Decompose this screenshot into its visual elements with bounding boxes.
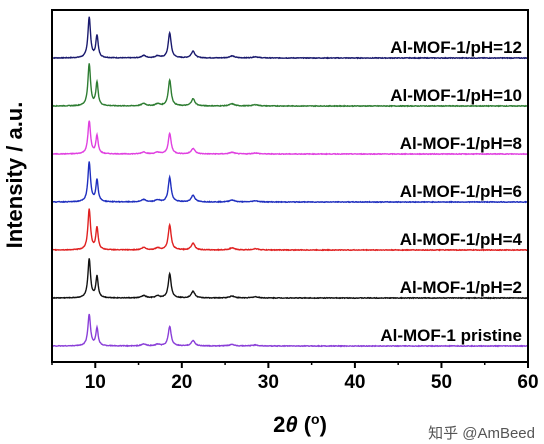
series-line — [51, 120, 529, 156]
x-tick-label: 40 — [344, 372, 365, 393]
y-axis-label: Intensity / a.u. — [2, 102, 27, 249]
series-label: Al-MOF-1/pH=8 — [400, 134, 522, 153]
series-label: Al-MOF-1/pH=4 — [400, 230, 523, 249]
x-axis-label-unit-close: ) — [320, 412, 327, 437]
x-tick-label: 20 — [171, 372, 192, 393]
series-line — [51, 208, 529, 252]
plot-frame — [51, 9, 529, 363]
series-layer — [51, 16, 529, 348]
x-tick-label: 30 — [258, 372, 279, 393]
series-line — [51, 161, 529, 204]
x-axis-label-unit: ( — [298, 412, 312, 437]
x-axis-label-var: θ — [285, 412, 297, 437]
x-axis-label-main: 2 — [273, 412, 285, 437]
x-tick-label: 50 — [431, 372, 452, 393]
series-label: Al-MOF-1/pH=2 — [400, 278, 522, 297]
series-line — [51, 16, 529, 60]
series-line — [51, 313, 529, 348]
series-label: Al-MOF-1 pristine — [380, 326, 522, 345]
series-label: Al-MOF-1/pH=10 — [390, 86, 522, 105]
series-line — [51, 63, 529, 108]
x-axis-label-unit-sup: o — [311, 411, 320, 427]
x-axis-label: 2θ (o) — [273, 411, 327, 437]
series-label: Al-MOF-1/pH=6 — [400, 182, 522, 201]
x-tick-label: 60 — [517, 372, 538, 393]
watermark: 知乎 @AmBeed — [428, 425, 535, 442]
x-axis: 10 20 30 40 50 60 — [51, 362, 539, 393]
x-tick-label: 10 — [85, 372, 106, 393]
series-line — [51, 258, 529, 300]
series-labels: Al-MOF-1/pH=12 Al-MOF-1/pH=10 Al-MOF-1/pH=… — [380, 38, 522, 345]
series-label: Al-MOF-1/pH=12 — [390, 38, 522, 57]
